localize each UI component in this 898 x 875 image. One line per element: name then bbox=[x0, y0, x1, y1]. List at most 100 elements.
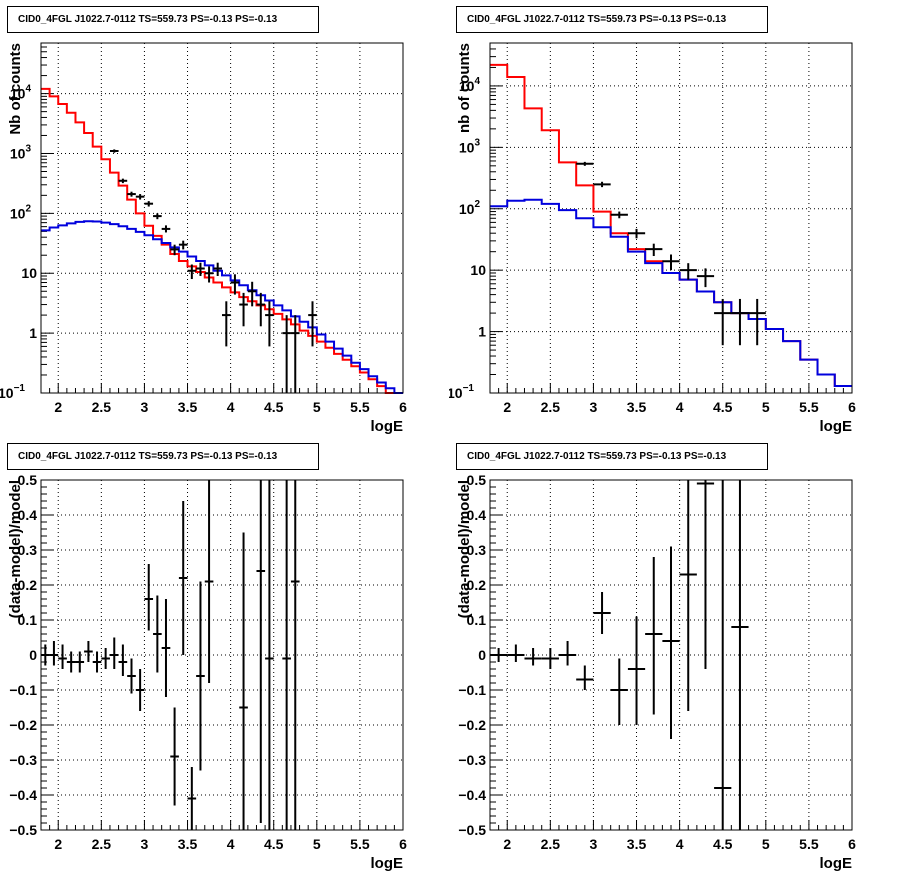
y-tick-exponent: 2 bbox=[474, 199, 480, 210]
grid-lines bbox=[41, 43, 403, 393]
x-tick-label: 4 bbox=[676, 399, 684, 415]
data-point bbox=[135, 669, 145, 711]
model-step-line-1 bbox=[41, 220, 403, 394]
x-axis-title: logE bbox=[371, 418, 404, 435]
y-axis-title: Nb of counts bbox=[7, 43, 24, 135]
data-point bbox=[541, 648, 559, 669]
data-point bbox=[714, 298, 732, 346]
x-tick-label: 6 bbox=[848, 399, 856, 415]
x-tick-label: 4.5 bbox=[713, 836, 733, 852]
data-point bbox=[170, 244, 179, 256]
data-point bbox=[187, 264, 197, 280]
y-axis-title: nb of counts bbox=[456, 43, 473, 133]
y-tick-exponent: 2 bbox=[25, 203, 31, 214]
y-axis-title: (data-model)/model bbox=[456, 480, 473, 618]
x-tick-label: 5 bbox=[313, 399, 321, 415]
data-point bbox=[170, 707, 179, 806]
data-point bbox=[576, 161, 594, 166]
data-point bbox=[731, 480, 749, 830]
data-point bbox=[714, 480, 732, 830]
data-point bbox=[135, 194, 145, 200]
data-point bbox=[731, 298, 749, 346]
data-point bbox=[196, 581, 205, 771]
data-point bbox=[204, 266, 214, 283]
x-tick-label: 5.5 bbox=[799, 836, 819, 852]
data-point bbox=[109, 637, 119, 669]
data-point bbox=[213, 262, 222, 276]
x-tick-label: 3 bbox=[141, 399, 149, 415]
data-point bbox=[101, 648, 110, 669]
data-point bbox=[662, 546, 680, 739]
plot-title: CID0_4FGL J1022.7-0112 TS=559.73 PS=-0.1… bbox=[456, 6, 768, 33]
y-tick-exponent: 4 bbox=[25, 84, 31, 95]
y-tick-label: 0.1 bbox=[467, 612, 487, 628]
data-points bbox=[109, 149, 317, 393]
x-tick-label: 6 bbox=[399, 836, 407, 852]
data-point bbox=[153, 213, 162, 220]
data-point bbox=[507, 644, 525, 662]
data-point bbox=[696, 480, 715, 669]
x-tick-label: 4.5 bbox=[264, 836, 284, 852]
data-point bbox=[66, 651, 76, 673]
x-tick-label: 5 bbox=[313, 836, 321, 852]
data-point bbox=[196, 262, 205, 276]
data-point bbox=[645, 243, 663, 257]
y-tick-exponent: 4 bbox=[474, 76, 480, 87]
x-tick-label: 4 bbox=[676, 836, 684, 852]
x-tick-label: 2.5 bbox=[541, 399, 561, 415]
y-tick-label: 1 bbox=[29, 325, 37, 341]
y-axis-title: (data-model)/model bbox=[7, 480, 24, 618]
plot-frame bbox=[489, 479, 853, 831]
x-tick-label: 4 bbox=[227, 399, 235, 415]
y-tick-label: 102 bbox=[459, 199, 481, 217]
data-point bbox=[256, 480, 266, 823]
x-tick-label: 5.5 bbox=[350, 836, 370, 852]
y-tick-label: 102 bbox=[10, 203, 32, 221]
data-point bbox=[490, 648, 508, 662]
data-point bbox=[178, 501, 188, 655]
y-tick-label: 0.4 bbox=[467, 507, 487, 523]
y-tick-label: 10−1 bbox=[449, 383, 474, 401]
data-point bbox=[144, 201, 154, 207]
data-point bbox=[58, 644, 67, 669]
plot-title: CID0_4FGL J1022.7-0112 TS=559.73 PS=-0.1… bbox=[7, 6, 319, 33]
y-tick-label: 10 bbox=[470, 262, 486, 278]
plot-title: CID0_4FGL J1022.7-0112 TS=559.73 PS=-0.1… bbox=[7, 443, 319, 470]
data-point bbox=[84, 641, 93, 662]
data-point bbox=[144, 564, 154, 631]
y-tick-label: 0.3 bbox=[18, 542, 38, 558]
data-point bbox=[282, 315, 291, 393]
data-point bbox=[256, 292, 266, 327]
x-tick-label: 4.5 bbox=[713, 399, 733, 415]
data-point bbox=[308, 301, 317, 347]
x-tick-label: 5.5 bbox=[350, 399, 370, 415]
data-point bbox=[558, 641, 577, 666]
data-point bbox=[153, 595, 162, 673]
x-tick-label: 2 bbox=[54, 836, 62, 852]
y-tick-label: 10−1 bbox=[0, 383, 25, 401]
data-point bbox=[49, 641, 59, 666]
counts-plot-left: 2 2.5 3 3.5 4 4.5 5 5.5 6 10−1 1 10 102 103 104 logE Nb … bbox=[0, 0, 449, 437]
data-point bbox=[593, 592, 611, 634]
y-tick-label: −0.4 bbox=[458, 787, 486, 803]
x-tick-label: 2 bbox=[54, 399, 62, 415]
data-point bbox=[127, 191, 136, 197]
y-tick-label: 103 bbox=[459, 137, 481, 155]
counts-plot-left-svg: 2 2.5 3 3.5 4 4.5 5 5.5 610−1110102103104logENb … bbox=[0, 42, 407, 435]
y-tick-label: −0.3 bbox=[9, 752, 37, 768]
data-point bbox=[118, 644, 128, 676]
counts-plot-right-svg: 2 2.5 3 3.5 4 4.5 5 5.5 610−1110102103104logEnb … bbox=[449, 42, 856, 435]
data-point bbox=[109, 149, 119, 153]
data-point bbox=[239, 532, 248, 830]
x-tick-label: 3.5 bbox=[178, 836, 198, 852]
data-point bbox=[645, 557, 663, 715]
y-tick-label: 0.5 bbox=[467, 472, 487, 488]
x-tick-label: 5 bbox=[762, 836, 770, 852]
data-point bbox=[696, 268, 715, 288]
data-point bbox=[576, 665, 594, 690]
y-tick-exponent: 3 bbox=[25, 143, 31, 154]
data-point bbox=[265, 301, 274, 347]
data-point bbox=[118, 178, 128, 184]
y-tick-label: 1 bbox=[478, 324, 486, 340]
plot-frame bbox=[40, 42, 404, 394]
